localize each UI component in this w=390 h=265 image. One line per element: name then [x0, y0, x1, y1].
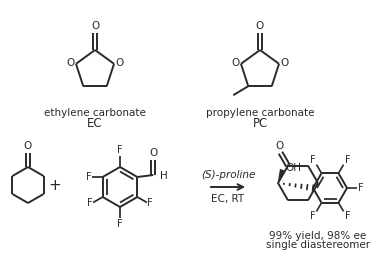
Polygon shape — [278, 169, 285, 183]
Text: H: H — [160, 171, 168, 181]
Text: F: F — [344, 211, 350, 221]
Text: O: O — [275, 141, 284, 151]
Text: O: O — [67, 58, 75, 68]
Text: propylene carbonate: propylene carbonate — [206, 108, 314, 118]
Text: EC: EC — [87, 117, 103, 130]
Text: O: O — [232, 58, 240, 68]
Text: F: F — [358, 183, 363, 193]
Text: F: F — [87, 198, 93, 208]
Text: O: O — [256, 21, 264, 31]
Text: O: O — [91, 21, 99, 31]
Text: F: F — [344, 154, 350, 165]
Text: OH: OH — [286, 163, 302, 173]
Text: (S)-proline: (S)-proline — [201, 170, 255, 180]
Text: O: O — [149, 148, 158, 158]
Text: F: F — [117, 219, 123, 228]
Text: O: O — [24, 141, 32, 151]
Text: F: F — [117, 145, 123, 156]
Text: PC: PC — [252, 117, 268, 130]
Text: single diastereomer: single diastereomer — [266, 240, 370, 250]
Text: F: F — [147, 198, 153, 208]
Text: O: O — [280, 58, 288, 68]
Text: +: + — [49, 178, 61, 192]
Text: O: O — [115, 58, 123, 68]
Text: EC, RT: EC, RT — [211, 194, 245, 204]
Text: F: F — [310, 211, 316, 221]
Text: 99% yield, 98% ee: 99% yield, 98% ee — [269, 231, 367, 241]
Text: F: F — [85, 172, 91, 182]
Text: F: F — [310, 154, 316, 165]
Text: ethylene carbonate: ethylene carbonate — [44, 108, 146, 118]
